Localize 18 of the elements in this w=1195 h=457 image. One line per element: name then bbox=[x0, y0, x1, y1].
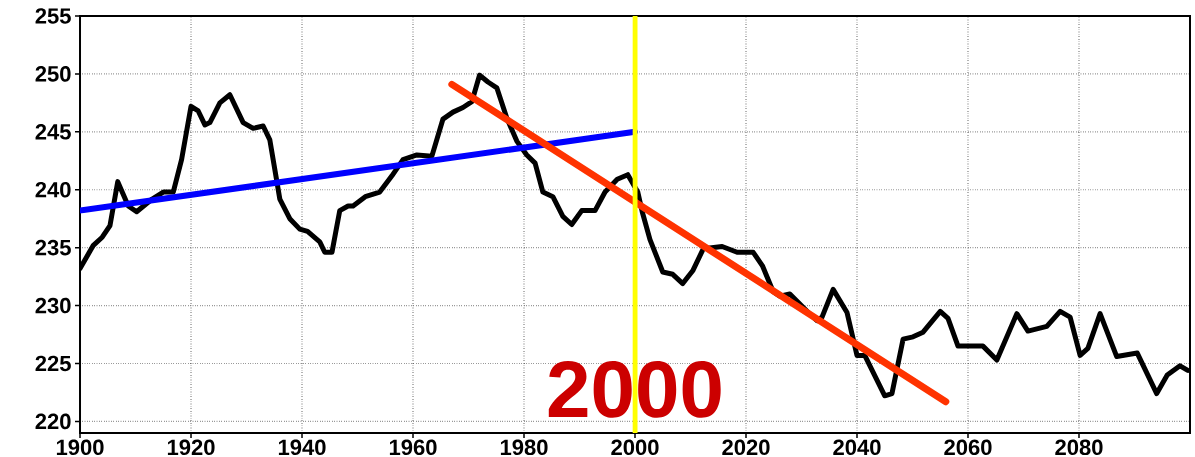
x-tick-label: 1940 bbox=[278, 439, 326, 456]
y-tick-label: 235 bbox=[35, 239, 71, 256]
y-tick-label: 245 bbox=[35, 124, 71, 140]
y-tick-label: 230 bbox=[35, 297, 71, 314]
y-tick-label: 220 bbox=[35, 413, 71, 430]
x-tick-label: 2060 bbox=[944, 439, 992, 456]
y-tick-label: 255 bbox=[35, 8, 71, 24]
x-tick-label: 2020 bbox=[722, 439, 770, 456]
x-tick-label: 1900 bbox=[56, 439, 104, 456]
x-tick-label: 2080 bbox=[1055, 439, 1103, 456]
x-tick-label: 2040 bbox=[833, 439, 881, 456]
y-tick-label: 225 bbox=[35, 355, 71, 372]
x-tick-label: 1960 bbox=[389, 439, 437, 456]
x-tick-label: 2000 bbox=[611, 439, 659, 456]
y-tick-label: 240 bbox=[35, 181, 71, 198]
x-tick-label: 1920 bbox=[167, 439, 215, 456]
x-tick-label: 1980 bbox=[500, 439, 548, 456]
y-tick-label: 250 bbox=[35, 66, 71, 82]
